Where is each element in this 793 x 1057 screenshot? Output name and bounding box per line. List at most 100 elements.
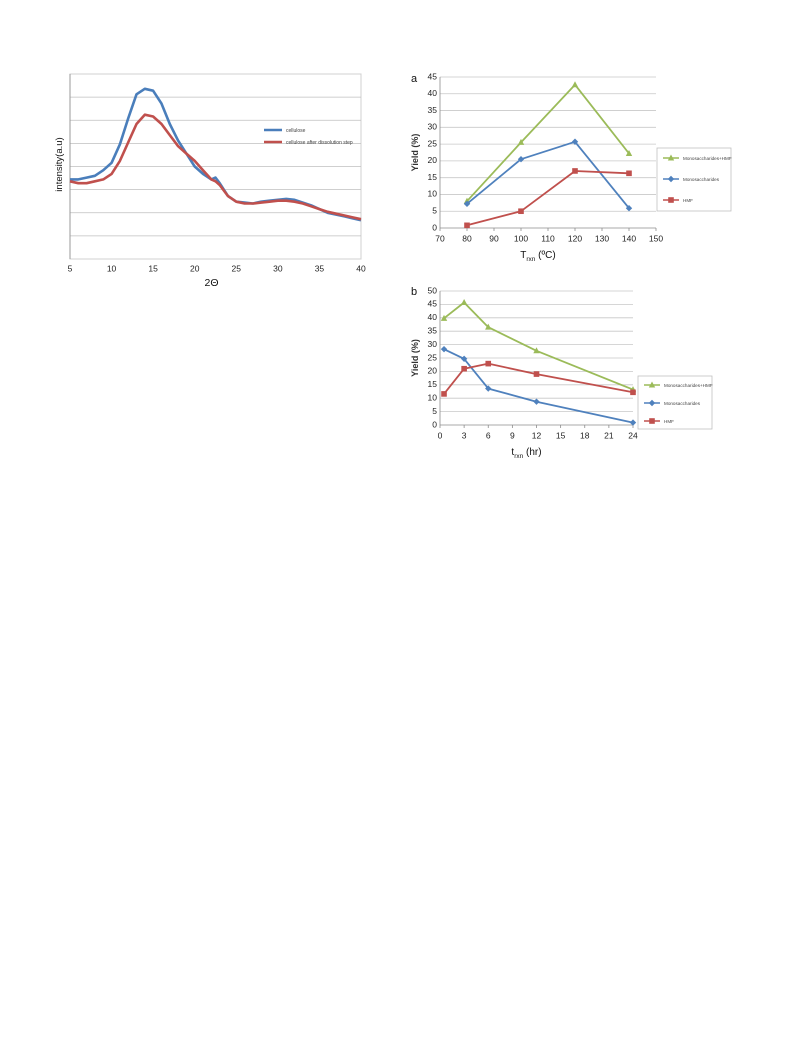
x-tick-label: 5 xyxy=(68,263,73,273)
xrd-chart: 5 10 15 20 25 30 35 40 2Θ intensity(a.u) cellulose… xyxy=(54,73,366,289)
x-tick-label: 70 xyxy=(435,233,445,243)
x-tick-label: 140 xyxy=(622,233,636,243)
data-point-sum xyxy=(517,138,525,145)
data-point-mono xyxy=(625,205,633,212)
data-point-sum xyxy=(571,81,579,88)
data-point-sum xyxy=(485,323,492,330)
x-axis-label: trxn (hr) xyxy=(511,447,541,460)
legend-label: Monosaccharides+HMF xyxy=(683,156,732,161)
data-point-hmf xyxy=(572,168,578,174)
y-tick-label: 25 xyxy=(428,352,438,362)
data-point-mono xyxy=(485,385,492,392)
x-tick-label: 110 xyxy=(541,233,555,243)
y-axis-label: Yield (%) xyxy=(410,339,420,377)
x-tick-label: 25 xyxy=(232,263,242,273)
x-tick-label: 90 xyxy=(489,233,499,243)
x-tick-label: 9 xyxy=(510,430,515,440)
y-tick-label: 20 xyxy=(428,366,438,376)
y-axis-label: intensity(a.u) xyxy=(54,137,65,191)
y-tick-label: 35 xyxy=(428,325,438,335)
y-tick-label: 45 xyxy=(428,299,438,309)
x-tick-label: 15 xyxy=(148,263,158,273)
data-point-mono xyxy=(460,355,468,363)
x-tick-label: 120 xyxy=(568,233,582,243)
legend-label: Monosaccharides xyxy=(683,177,720,182)
series-line-hmf xyxy=(466,170,630,227)
y-tick-label: 5 xyxy=(432,205,437,215)
panel-label: a xyxy=(411,73,418,85)
y-tick-label: 5 xyxy=(432,406,437,416)
legend-marker xyxy=(668,197,674,203)
legend-label: Monosaccharides xyxy=(664,401,701,406)
x-axis-label: 2Θ xyxy=(204,277,218,289)
x-tick-label: 15 xyxy=(556,430,566,440)
data-point-hmf xyxy=(464,222,470,229)
x-tick-label: 80 xyxy=(462,233,472,243)
legend-label: cellulose after dissolution step xyxy=(286,140,353,146)
x-tick-label: 6 xyxy=(486,430,491,440)
data-point-hmf xyxy=(461,365,467,372)
data-point-hmf xyxy=(518,208,524,215)
data-point-mono xyxy=(463,200,471,208)
data-point-sum xyxy=(440,314,448,321)
yield-vs-time-chart: 0 5 10 15 20 25 30 35 40 45 50 0 3 6 9 12 15 18 21 24 b Yield… xyxy=(410,285,713,460)
y-tick-label: 40 xyxy=(428,312,438,322)
data-point-hmf xyxy=(441,391,447,397)
data-point-hmf xyxy=(485,360,492,367)
data-point-mono xyxy=(440,345,448,353)
data-point-sum xyxy=(460,299,468,306)
data-point-hmf xyxy=(630,389,636,396)
y-tick-label: 10 xyxy=(428,392,438,402)
y-axis-label: Yield (%) xyxy=(410,134,420,172)
y-tick-label: 15 xyxy=(428,379,438,389)
yield-vs-temperature-chart: 0 5 10 15 20 25 30 35 40 45 70 80 90 100 110 120 130 140 1… xyxy=(410,71,732,263)
series-line-mono xyxy=(466,140,630,209)
y-tick-label: 40 xyxy=(428,88,438,98)
data-point-hmf xyxy=(533,371,540,377)
x-tick-label: 20 xyxy=(190,263,200,273)
y-tick-label: 0 xyxy=(432,222,437,232)
legend-label: Monosaccharides+HMF xyxy=(664,383,713,388)
panel-label: b xyxy=(411,286,417,298)
data-point-mono xyxy=(629,419,637,426)
x-tick-label: 40 xyxy=(356,263,366,273)
data-point-mono xyxy=(517,156,525,163)
x-tick-label: 30 xyxy=(273,263,283,273)
legend-label: HMF xyxy=(683,198,693,203)
data-point-mono xyxy=(571,138,579,145)
legend-marker xyxy=(649,418,655,424)
x-tick-label: 130 xyxy=(595,233,609,243)
y-tick-label: 35 xyxy=(428,105,438,115)
series-line-after-dissolution xyxy=(69,113,362,221)
x-tick-label: 0 xyxy=(438,430,443,440)
y-tick-label: 10 xyxy=(428,189,438,199)
series-line-sum xyxy=(466,83,630,202)
x-tick-label: 21 xyxy=(604,430,614,440)
x-tick-label: 3 xyxy=(462,430,467,440)
legend-marker xyxy=(667,154,675,161)
legend-label: HMF xyxy=(664,419,674,424)
x-tick-label: 10 xyxy=(107,263,117,273)
y-tick-label: 45 xyxy=(428,71,438,81)
y-tick-label: 25 xyxy=(428,138,438,148)
data-point-mono xyxy=(533,398,540,405)
data-point-hmf xyxy=(626,170,632,177)
y-tick-label: 50 xyxy=(428,285,438,295)
x-tick-label: 18 xyxy=(580,430,590,440)
y-tick-label: 0 xyxy=(432,419,437,429)
y-tick-label: 30 xyxy=(428,122,438,132)
data-point-sum xyxy=(533,347,540,354)
y-tick-label: 30 xyxy=(428,339,438,349)
x-tick-label: 12 xyxy=(532,430,542,440)
legend-marker xyxy=(648,399,656,407)
x-tick-label: 35 xyxy=(315,263,325,273)
data-point-sum xyxy=(625,150,633,157)
y-tick-label: 20 xyxy=(428,155,438,165)
x-tick-label: 100 xyxy=(514,233,528,243)
legend-marker xyxy=(667,175,675,183)
x-axis-label: Trxn (ºC) xyxy=(520,250,555,263)
y-tick-label: 15 xyxy=(428,172,438,182)
x-tick-label: 24 xyxy=(628,430,638,440)
legend-label: cellulose xyxy=(286,128,306,134)
legend-marker xyxy=(648,381,656,388)
